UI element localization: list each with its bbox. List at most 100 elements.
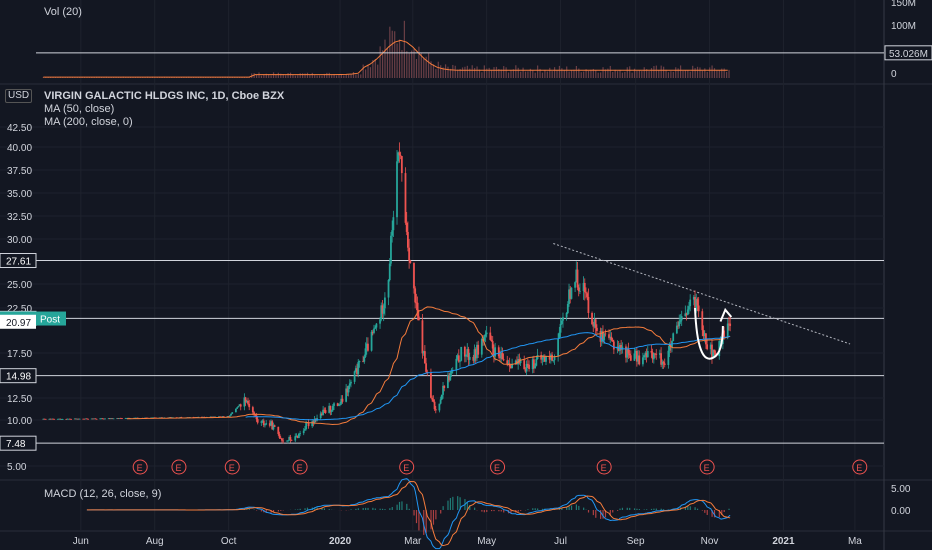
volume-bar xyxy=(214,77,216,78)
candle-body xyxy=(678,321,681,327)
volume-bar xyxy=(100,77,103,78)
earnings-marker xyxy=(292,459,308,475)
macd-histogram-bar xyxy=(587,510,590,513)
price-axis-tick: 22.50 xyxy=(7,304,32,315)
candle-body xyxy=(551,354,553,361)
candle-body xyxy=(357,362,360,375)
macd-histogram-bar xyxy=(636,508,638,510)
macd-histogram-bar xyxy=(447,500,449,510)
time-axis-label: 2020 xyxy=(329,536,352,547)
candle-body xyxy=(117,418,120,420)
candle-body xyxy=(255,415,258,420)
macd-histogram-bar xyxy=(527,509,529,510)
macd-histogram-bar xyxy=(728,508,730,510)
candle-body xyxy=(587,296,590,314)
volume-bar xyxy=(343,75,345,78)
volume-pane: 150M 100M 0 53.026M xyxy=(36,0,932,80)
candle-body xyxy=(652,353,655,360)
macd-histogram-bar xyxy=(541,508,544,510)
volume-bar xyxy=(660,65,662,78)
macd-legend[interactable]: MACD (12, 26, close, 9) xyxy=(44,488,162,500)
volume-bar xyxy=(716,70,718,78)
macd-histogram-bar xyxy=(723,510,725,513)
ma200-legend[interactable]: MA (200, close, 0) xyxy=(44,116,133,128)
volume-bar xyxy=(149,77,151,78)
volume-bar xyxy=(670,71,672,78)
candle-body xyxy=(474,349,477,359)
macd-histogram-bar xyxy=(653,508,655,510)
time-axis-label: Jul xyxy=(554,536,567,547)
macd-histogram-bar xyxy=(379,508,381,510)
candle-body xyxy=(112,418,115,420)
macd-histogram-bar xyxy=(391,507,393,510)
volume-bar xyxy=(127,77,129,78)
candle-body xyxy=(697,305,700,312)
candle-body xyxy=(108,418,111,420)
candle-body xyxy=(577,287,580,292)
volume-bar xyxy=(619,69,621,78)
candle-body xyxy=(592,324,595,327)
candle-body xyxy=(294,436,297,441)
volume-bar xyxy=(381,50,384,78)
earnings-marker xyxy=(699,459,715,475)
candle-body xyxy=(118,418,121,419)
candle-body xyxy=(576,269,579,288)
candle-body xyxy=(679,320,682,322)
volume-bar xyxy=(365,69,367,78)
candle-body xyxy=(304,429,306,431)
candle-body xyxy=(268,423,271,426)
candle-body xyxy=(684,313,687,317)
volume-level-badge: 53.026M xyxy=(889,49,928,60)
macd-histogram-bar xyxy=(304,508,306,510)
candle-body xyxy=(278,434,281,438)
volume-bar xyxy=(539,68,541,78)
candle-body xyxy=(107,418,110,420)
candle-body xyxy=(341,398,344,402)
volume-bar xyxy=(282,74,284,78)
volume-bar xyxy=(398,39,401,78)
symbol-title[interactable]: VIRGIN GALACTIC HLDGS INC, 1D, Cboe BZX xyxy=(44,90,285,102)
candle-body xyxy=(685,313,688,315)
candle-body xyxy=(87,418,89,420)
price-axis-tick: 5.00 xyxy=(7,462,27,473)
candle-body xyxy=(50,418,53,420)
candle-body xyxy=(324,410,327,413)
macd-histogram-bar xyxy=(357,508,359,510)
macd-histogram-bar xyxy=(604,510,607,518)
earnings-marker-label: E xyxy=(704,463,710,473)
candle-body xyxy=(627,348,630,354)
level-badge: 27.61 xyxy=(6,257,31,268)
volume-bar xyxy=(47,77,49,78)
candle-body xyxy=(628,353,631,356)
candle-body xyxy=(485,332,488,335)
volume-bar xyxy=(311,72,313,78)
candle-body xyxy=(583,282,586,293)
macd-histogram-bar xyxy=(406,503,408,510)
volume-bar xyxy=(709,67,711,78)
volume-bar xyxy=(517,67,519,78)
candle-body xyxy=(262,420,265,426)
volume-bar xyxy=(394,31,396,79)
candle-body xyxy=(348,383,351,386)
candle-body xyxy=(65,419,68,420)
candle-body xyxy=(49,418,52,420)
candle-body xyxy=(367,343,369,351)
volume-bar xyxy=(583,71,585,78)
earnings-marker-label: E xyxy=(494,463,500,473)
candle-body xyxy=(534,365,537,369)
macd-histogram-bar xyxy=(367,507,369,510)
candle-body xyxy=(94,418,97,420)
candle-body xyxy=(197,416,200,418)
volume-bar xyxy=(614,69,616,78)
ma50-legend[interactable]: MA (50, close) xyxy=(44,103,115,115)
candle-body xyxy=(75,418,77,420)
candle-body xyxy=(446,375,449,389)
currency-badge[interactable]: USD xyxy=(5,89,33,103)
price-axis-tick: 10.00 xyxy=(7,416,32,427)
candle-body xyxy=(211,416,214,418)
macd-histogram-bar xyxy=(704,510,706,513)
candle-body xyxy=(626,348,629,358)
volume-bar xyxy=(699,67,701,78)
volume-bar xyxy=(318,75,321,78)
